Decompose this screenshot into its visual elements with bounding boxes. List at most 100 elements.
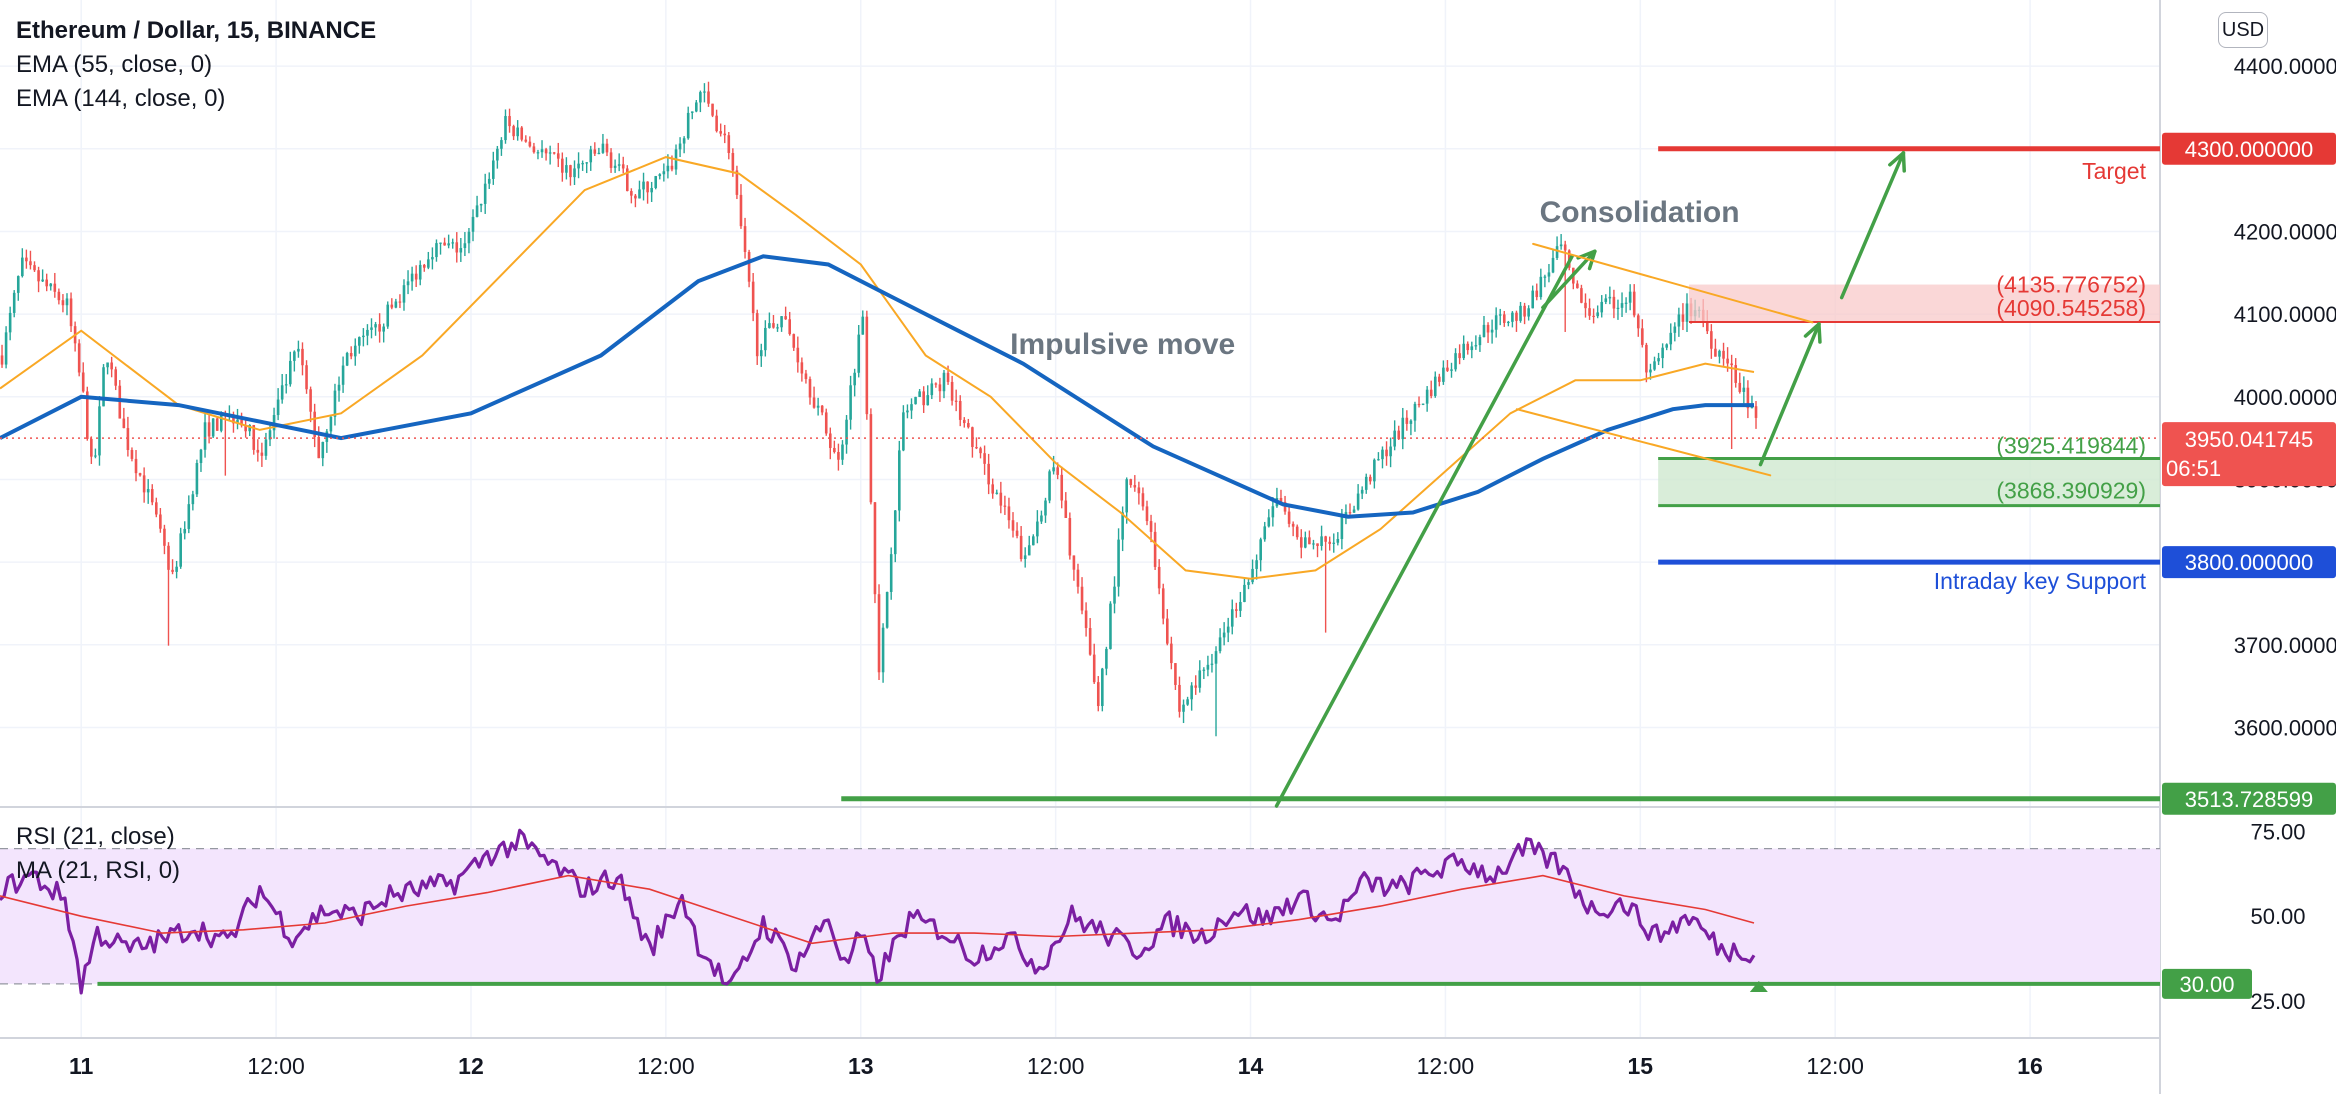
candle-body xyxy=(1511,312,1514,322)
candle-body xyxy=(1641,328,1644,345)
candle-body xyxy=(1263,526,1267,540)
candle-body xyxy=(163,528,166,546)
candle-body xyxy=(191,494,195,505)
rsi-legend: RSI (21, close) MA (21, RSI, 0) xyxy=(16,820,180,888)
candle-body xyxy=(1685,303,1689,322)
tactical-support-price-badge-label: 3513.728599 xyxy=(2185,787,2313,812)
currency-button[interactable]: USD xyxy=(2218,12,2268,48)
candle-body xyxy=(824,412,828,434)
intraday-support-price-badge-label: 3800.000000 xyxy=(2185,550,2313,575)
time-tick-label: 12:00 xyxy=(1806,1053,1864,1079)
candle-body xyxy=(950,381,954,401)
candle-body xyxy=(869,414,873,503)
main-legend: Ethereum / Dollar, 15, BINANCE EMA (55, … xyxy=(16,14,376,116)
candle-body xyxy=(1295,526,1299,538)
candle-body xyxy=(1299,537,1303,548)
candle-body xyxy=(1442,367,1445,382)
candle-body xyxy=(1251,568,1254,583)
candle-body xyxy=(638,189,641,199)
tactical-support-label: Tactical key Support xyxy=(1940,806,2146,832)
candle-body xyxy=(500,140,503,149)
symbol-title: Ethereum / Dollar, 15, BINANCE xyxy=(16,17,377,44)
candle-body xyxy=(532,146,536,153)
candle-body xyxy=(1612,296,1616,309)
candle-body xyxy=(114,369,118,386)
candle-body xyxy=(699,92,702,103)
price-tick-label: 4000.000000 xyxy=(2234,385,2336,410)
candle-body xyxy=(1174,663,1177,685)
candle-body xyxy=(853,372,856,386)
candle-body xyxy=(605,143,609,153)
candle-body xyxy=(1113,586,1116,604)
candle-body xyxy=(289,360,292,385)
candle-body xyxy=(739,194,743,227)
candle-body xyxy=(508,116,511,127)
ema-slow-label: EMA (144, close, 0) xyxy=(16,85,226,112)
candle-body xyxy=(1409,420,1413,424)
candle-body xyxy=(703,91,706,93)
candle-body xyxy=(25,257,28,262)
candle-body xyxy=(1036,521,1039,537)
candle-body xyxy=(1149,521,1153,532)
candle-body xyxy=(106,362,109,368)
candle-body xyxy=(780,316,783,328)
candle-body xyxy=(142,475,146,493)
candle-body xyxy=(922,391,925,406)
candle-body xyxy=(1080,586,1084,611)
rsi-signal-triangle xyxy=(1749,981,1768,992)
candle-body xyxy=(301,348,304,366)
impulsive-move-annotation: Impulsive move xyxy=(1010,328,1235,361)
candle-body xyxy=(1665,344,1668,348)
candle-body xyxy=(898,450,901,511)
candle-body xyxy=(1718,350,1721,357)
candle-body xyxy=(1060,474,1064,501)
candle-body xyxy=(232,414,235,424)
candle-body xyxy=(297,348,300,352)
candle-body xyxy=(1165,618,1169,644)
candle-body xyxy=(1462,343,1465,359)
candle-body xyxy=(999,492,1003,506)
candle-body xyxy=(1076,569,1080,587)
candle-body xyxy=(678,143,682,150)
candle-body xyxy=(751,281,755,314)
candle-body xyxy=(577,163,580,169)
target-price-badge xyxy=(2162,132,2336,165)
candle-body xyxy=(1092,654,1096,683)
candle-body xyxy=(889,554,893,592)
candle-body xyxy=(597,152,601,155)
candle-body xyxy=(792,334,796,348)
candle-body xyxy=(1628,291,1632,303)
price-axis: 4400.000000 4300.000000 4200.000000 4100.00… xyxy=(2162,54,2336,1014)
candle-body xyxy=(57,291,61,301)
candle-body xyxy=(406,281,410,286)
candle-body xyxy=(29,261,32,266)
candle-body xyxy=(431,257,434,260)
candle-body xyxy=(496,148,499,161)
candle-body xyxy=(12,292,16,313)
candle-body xyxy=(260,452,264,456)
candle-body xyxy=(175,566,178,572)
candle-body xyxy=(69,298,73,327)
candle-body xyxy=(1032,536,1035,546)
candle-body xyxy=(179,533,182,567)
candle-body xyxy=(942,372,946,392)
candle-body xyxy=(1661,347,1664,359)
candle-body xyxy=(975,447,978,449)
candle-body xyxy=(0,355,4,365)
candle-body xyxy=(1596,312,1599,317)
candle-body xyxy=(690,111,694,113)
candle-body xyxy=(768,323,771,328)
candle-body xyxy=(187,504,191,529)
candle-body xyxy=(1580,288,1583,303)
candle-body xyxy=(1421,403,1425,405)
candle-body xyxy=(1182,704,1185,712)
candle-body xyxy=(268,430,272,440)
candle-body xyxy=(1657,358,1660,362)
candle-body xyxy=(167,545,170,570)
candle-body xyxy=(1478,337,1482,346)
candle-body xyxy=(902,412,905,451)
time-tick-label: 11 xyxy=(69,1053,94,1079)
candle-body xyxy=(662,171,666,175)
candle-body xyxy=(150,489,154,503)
